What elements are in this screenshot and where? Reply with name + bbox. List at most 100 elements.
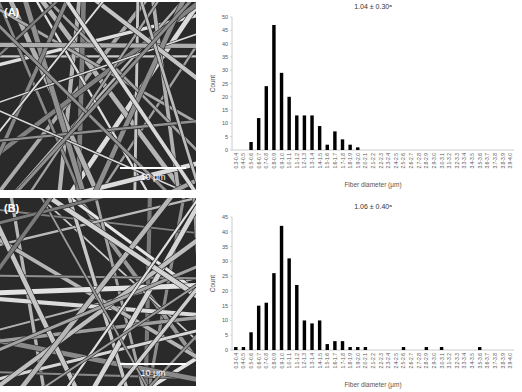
x-tick-label: 2.2-2.3	[378, 153, 384, 169]
x-tick-label: 1.8-1.9	[347, 153, 353, 169]
bar	[295, 115, 298, 150]
y-tick-label: 40	[222, 41, 228, 47]
x-tick-label: 1.0-1.1	[286, 153, 292, 169]
bar	[470, 350, 473, 351]
x-tick-label: 0.8-0.9	[271, 153, 277, 169]
x-tick-label: 1.4-1.5	[317, 153, 323, 169]
scale-bar	[120, 167, 186, 169]
fiber	[7, 198, 196, 386]
bars	[249, 25, 359, 150]
x-tick-label: 2.7-2.8	[416, 353, 422, 369]
fiber-shadow	[0, 198, 196, 386]
y-tick	[230, 56, 232, 57]
bar	[318, 320, 321, 350]
fiber-shadow	[97, 2, 196, 190]
bar	[448, 150, 451, 151]
fiber	[0, 198, 196, 386]
x-tick-label: 1.0-1.1	[286, 353, 292, 369]
x-tick-label: 3.9-4.0	[507, 353, 513, 369]
bar	[303, 115, 306, 150]
x-tick-label: 2.4-2.5	[393, 353, 399, 369]
bar	[379, 350, 382, 351]
bar	[486, 350, 489, 351]
y-tick-label: 30	[222, 67, 228, 73]
bar	[287, 258, 290, 350]
bar	[478, 347, 481, 350]
bar	[280, 226, 283, 350]
bar	[432, 350, 435, 351]
x-tick-label: 3.5-3.6	[477, 153, 483, 169]
x-tick-label: 3.7-3.8	[492, 153, 498, 169]
x-tick-label: 3.6-3.7	[484, 353, 490, 369]
fiber-shadow	[0, 198, 187, 386]
bar	[501, 350, 504, 351]
x-tick-label: 2.8-2.9	[423, 353, 429, 369]
bar	[333, 341, 336, 350]
x-tick-label: 3.8-3.9	[500, 353, 506, 369]
x-tick-label: 1.9-2.0	[355, 353, 361, 369]
y-axis	[232, 217, 233, 350]
x-tick-label: 3.7-3.8	[492, 353, 498, 369]
x-tick-label: 2.3-2.4	[385, 353, 391, 369]
fiber-shadow	[0, 2, 196, 190]
bar	[242, 150, 245, 151]
x-tick-label: 1.1-1.2	[294, 153, 300, 169]
y-tick-label: 0	[225, 347, 228, 353]
bar	[409, 150, 412, 151]
bar	[417, 350, 420, 351]
y-tick-label: 10	[222, 120, 228, 126]
bar	[470, 150, 473, 151]
fiber	[0, 198, 128, 386]
fiber	[25, 198, 196, 386]
x-tick-label: 0.4-0.5	[240, 353, 246, 369]
bar	[402, 347, 405, 350]
x-tick-label: 2.0-2.1	[362, 153, 368, 169]
bar	[379, 150, 382, 151]
x-tick-label: 0.3-0.4	[233, 153, 239, 169]
x-tick-label: 1.6-1.7	[332, 153, 338, 169]
bar	[486, 150, 489, 151]
y-tick	[230, 150, 232, 151]
fiber	[0, 198, 187, 386]
bar	[371, 150, 374, 151]
x-tick-label: 2.5-2.6	[400, 353, 406, 369]
fiber-shadow	[0, 198, 128, 386]
chart-title: 1.04 ± 0.30ᵃ	[354, 3, 392, 10]
bar	[440, 150, 443, 151]
x-tick-label: 3.8-3.9	[500, 153, 506, 169]
y-tick	[230, 43, 232, 44]
x-tick-label: 0.9-1.0	[279, 153, 285, 169]
y-tick	[230, 335, 232, 336]
x-tick-label: 1.1-1.2	[294, 353, 300, 369]
x-tick-label: 0.6-0.7	[256, 353, 262, 369]
bar	[432, 150, 435, 151]
bar	[310, 115, 313, 150]
x-tick-label: 1.3-1.4	[309, 353, 315, 369]
bar	[310, 323, 313, 350]
x-tick-label: 3.1-3.2	[446, 353, 452, 369]
bar	[493, 150, 496, 151]
bar	[409, 350, 412, 351]
bar	[280, 73, 283, 150]
x-tick-label: 3.0-3.1	[439, 153, 445, 169]
x-tick-label: 1.2-1.3	[301, 353, 307, 369]
bar	[326, 145, 329, 150]
bar	[257, 306, 260, 350]
bar	[394, 150, 397, 151]
y-tick	[230, 320, 232, 321]
x-tick-label: 3.0-3.1	[439, 353, 445, 369]
bar	[249, 142, 252, 150]
x-tick-label: 2.8-2.9	[423, 153, 429, 169]
y-tick	[230, 17, 232, 18]
y-tick-label: 5	[225, 134, 228, 140]
x-tick-label: 1.5-1.6	[324, 153, 330, 169]
y-tick-label: 5	[225, 332, 228, 338]
x-tick-label: 2.1-2.2	[370, 353, 376, 369]
x-tick-label: 2.5-2.6	[400, 153, 406, 169]
y-tick-label: 20	[222, 288, 228, 294]
x-tick-label: 1.5-1.6	[324, 353, 330, 369]
x-tick-label: 1.6-1.7	[332, 353, 338, 369]
x-tick-label: 3.2-3.3	[454, 153, 460, 169]
bar	[303, 320, 306, 350]
bar	[257, 118, 260, 150]
